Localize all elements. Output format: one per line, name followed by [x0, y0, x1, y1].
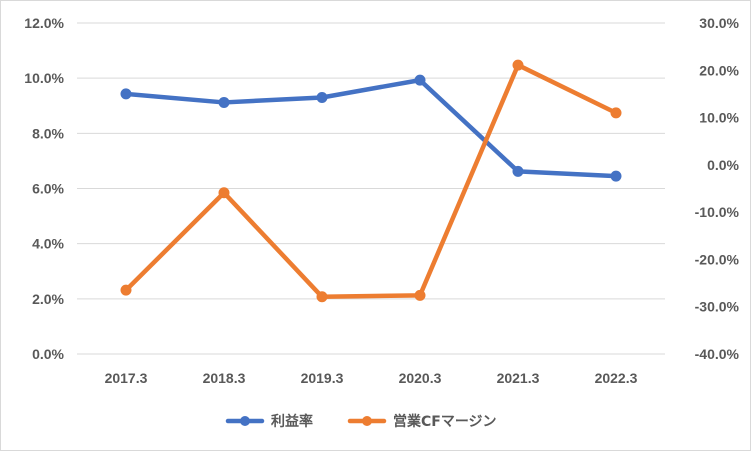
- series-line-1: [123, 77, 619, 179]
- left-axis-tick-label: 4.0%: [32, 236, 64, 252]
- x-axis-tick-label: 2020.3: [399, 370, 442, 386]
- series-2-point: [512, 59, 524, 71]
- legend: 利益率 営業CFマージン: [225, 413, 497, 430]
- x-axis-tick-label: 2019.3: [301, 370, 344, 386]
- x-axis-tick-label: 2017.3: [105, 370, 148, 386]
- right-axis-tick-label: 30.0%: [699, 15, 739, 31]
- x-axis-tick-label: 2022.3: [595, 370, 638, 386]
- right-axis-ticks: -40.0% -30.0% -20.0% -10.0% 0.0% 10.0% 20.0% 30…: [695, 15, 740, 362]
- x-axis-tick-label: 2018.3: [203, 370, 246, 386]
- series-2-point: [120, 284, 132, 296]
- right-axis-tick-label: -40.0%: [695, 346, 740, 362]
- gridlines: [77, 22, 665, 355]
- left-axis-ticks: 0.0% 2.0% 4.0% 6.0% 8.0% 10.0% 12.0%: [24, 15, 64, 362]
- series-1-point: [316, 91, 328, 103]
- legend-label: 営業CFマージン: [393, 413, 497, 430]
- series-1-point: [414, 74, 426, 86]
- left-axis-tick-label: 2.0%: [32, 291, 64, 307]
- series-1-point: [120, 88, 132, 100]
- left-axis-tick-label: 0.0%: [32, 346, 64, 362]
- series-2-point: [610, 107, 622, 119]
- series-1-point: [512, 165, 524, 177]
- right-axis-tick-label: 20.0%: [699, 62, 739, 78]
- series-2-point: [414, 289, 426, 301]
- series-1-point: [610, 170, 622, 182]
- left-axis-tick-label: 10.0%: [24, 70, 64, 86]
- right-axis-tick-label: -20.0%: [695, 251, 740, 267]
- left-axis-tick-label: 6.0%: [32, 181, 64, 197]
- legend-swatch-marker: [240, 416, 250, 426]
- left-axis-tick-label: 8.0%: [32, 125, 64, 141]
- right-axis-tick-label: 10.0%: [699, 110, 739, 126]
- right-axis-tick-label: -10.0%: [695, 204, 740, 220]
- x-axis-tick-label: 2021.3: [497, 370, 540, 386]
- right-axis-tick-label: 0.0%: [707, 157, 739, 173]
- legend-swatch-marker: [362, 416, 372, 426]
- right-axis-tick-label: -30.0%: [695, 299, 740, 315]
- series-2-point: [316, 291, 328, 303]
- x-axis-ticks: 2017.3 2018.3 2019.3 2020.3 2021.3 2022.3: [105, 370, 638, 386]
- series-line-2: [123, 62, 619, 300]
- legend-label: 利益率: [271, 413, 313, 430]
- series-group: [120, 59, 622, 303]
- series-2-point: [218, 187, 230, 199]
- series-1-point: [218, 96, 230, 108]
- left-axis-tick-label: 12.0%: [24, 15, 64, 31]
